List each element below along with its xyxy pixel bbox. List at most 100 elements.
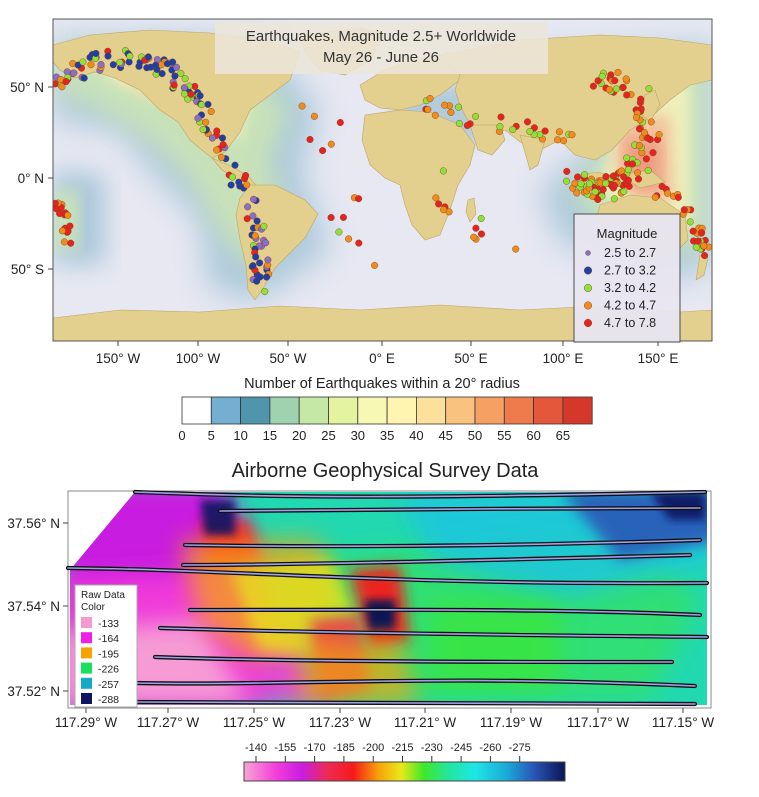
quake-point bbox=[213, 146, 221, 154]
quake-point bbox=[571, 179, 579, 187]
raw-legend-label: -226 bbox=[98, 664, 119, 676]
quake-point bbox=[624, 176, 632, 184]
raw-legend-title-2: Color bbox=[81, 602, 106, 613]
lon-label: 100° E bbox=[543, 351, 584, 366]
quake-point bbox=[172, 63, 180, 71]
quake-point bbox=[187, 90, 195, 98]
quake-point bbox=[635, 175, 643, 183]
quake-point bbox=[144, 53, 152, 61]
legend-title: Magnitude bbox=[597, 226, 658, 241]
quake-point bbox=[440, 206, 448, 214]
flight-line bbox=[134, 701, 696, 705]
quake-point bbox=[158, 70, 166, 78]
survey-lon-label: 117.17° W bbox=[567, 715, 629, 730]
quake-point bbox=[432, 194, 440, 202]
quake-point bbox=[231, 161, 239, 169]
quake-point bbox=[58, 227, 66, 235]
legend-box bbox=[573, 213, 681, 343]
quake-point bbox=[655, 131, 663, 139]
quake-point bbox=[649, 149, 657, 157]
quake-point bbox=[620, 188, 628, 196]
quake-point bbox=[170, 81, 178, 89]
survey-lon-label: 117.25° W bbox=[223, 715, 285, 730]
latitude-labels: 50° N 0° N 50° S bbox=[10, 80, 53, 277]
quake-point bbox=[70, 69, 78, 77]
quake-point bbox=[658, 182, 666, 190]
quake-point bbox=[53, 80, 59, 88]
quake-point bbox=[647, 118, 655, 126]
colorbar-cell bbox=[503, 396, 534, 425]
colorbar-cell bbox=[562, 396, 593, 425]
raw-legend-label: -288 bbox=[98, 694, 119, 706]
colorbar-tick: 25 bbox=[321, 428, 335, 443]
quake-point bbox=[698, 229, 706, 237]
quake-point bbox=[426, 95, 434, 103]
colorbar-cell bbox=[328, 396, 359, 425]
quake-point bbox=[80, 74, 88, 82]
flight-line bbox=[159, 627, 708, 638]
colorbar-cell bbox=[357, 396, 388, 425]
survey-lon-label: 117.15° W bbox=[652, 715, 714, 730]
quake-point bbox=[664, 189, 672, 197]
legend-marker bbox=[585, 250, 591, 256]
quake-point bbox=[191, 82, 199, 90]
legend-entry-label: 3.2 to 4.2 bbox=[604, 281, 656, 295]
raw-legend-label: -133 bbox=[98, 618, 119, 630]
colorbar-title: Number of Earthquakes within a 20° radiu… bbox=[244, 376, 520, 392]
longitude-labels: 150° W 100° W 50° W 0° E 50° E 100° E 150° E bbox=[96, 341, 678, 366]
raw-legend-swatch bbox=[81, 693, 92, 704]
earthquake-points bbox=[53, 47, 712, 296]
quake-point bbox=[651, 193, 659, 201]
colorbar-cell bbox=[415, 396, 447, 425]
quake-point bbox=[336, 118, 344, 126]
quake-point bbox=[463, 121, 471, 129]
flight-line bbox=[154, 656, 673, 663]
legend-marker bbox=[584, 301, 593, 310]
quake-point bbox=[574, 173, 582, 181]
survey-colorbar-tick: -230 bbox=[421, 742, 443, 754]
quake-point bbox=[644, 134, 652, 142]
quake-point bbox=[594, 77, 602, 85]
quake-point bbox=[701, 252, 709, 260]
quake-point bbox=[560, 137, 568, 145]
lat-label: 0° N bbox=[18, 171, 44, 186]
quake-point bbox=[306, 135, 314, 143]
quake-point bbox=[371, 261, 379, 269]
quake-point bbox=[622, 75, 630, 83]
quake-point bbox=[243, 215, 251, 223]
map-title-line2: May 26 - June 26 bbox=[323, 49, 439, 66]
survey-colorbar-tick: -140 bbox=[245, 742, 267, 754]
raw-legend-label: -195 bbox=[98, 648, 119, 660]
survey-lat-label: 37.56° N bbox=[7, 516, 60, 531]
survey-longitude-labels: 117.29° W 117.27° W 117.25° W 117.23° W 117.… bbox=[55, 708, 714, 730]
quake-point bbox=[478, 230, 486, 238]
survey-lon-label: 117.23° W bbox=[309, 715, 371, 730]
quake-point bbox=[439, 167, 447, 175]
quake-point bbox=[345, 235, 353, 243]
magnitude-legend: Magnitude 2.5 to 2.7 2.7 to 3.2 3.2 to 4.2… bbox=[573, 213, 681, 343]
quake-point bbox=[256, 259, 264, 267]
quake-point bbox=[335, 228, 343, 236]
legend-entry-label: 2.7 to 3.2 bbox=[604, 264, 656, 278]
quake-point bbox=[455, 119, 463, 127]
quake-point bbox=[218, 134, 226, 142]
flight-line bbox=[219, 507, 701, 512]
survey-lon-label: 117.27° W bbox=[137, 715, 199, 730]
quake-point bbox=[644, 166, 652, 174]
quake-point bbox=[260, 222, 268, 230]
quake-point bbox=[472, 112, 480, 120]
quake-point bbox=[618, 167, 626, 175]
quake-point bbox=[598, 72, 606, 80]
quake-point bbox=[642, 155, 650, 163]
quake-point bbox=[634, 169, 642, 177]
quake-point bbox=[530, 124, 538, 132]
colorbar-cell bbox=[210, 396, 242, 425]
survey-lon-label: 117.21° W bbox=[394, 715, 456, 730]
quake-point bbox=[477, 214, 485, 222]
quake-point bbox=[623, 91, 631, 99]
colorbar-cell bbox=[533, 396, 564, 425]
colorbar-tick: 5 bbox=[208, 428, 215, 443]
quake-point bbox=[163, 60, 171, 68]
quake-point bbox=[694, 237, 702, 245]
quake-point bbox=[441, 101, 449, 109]
